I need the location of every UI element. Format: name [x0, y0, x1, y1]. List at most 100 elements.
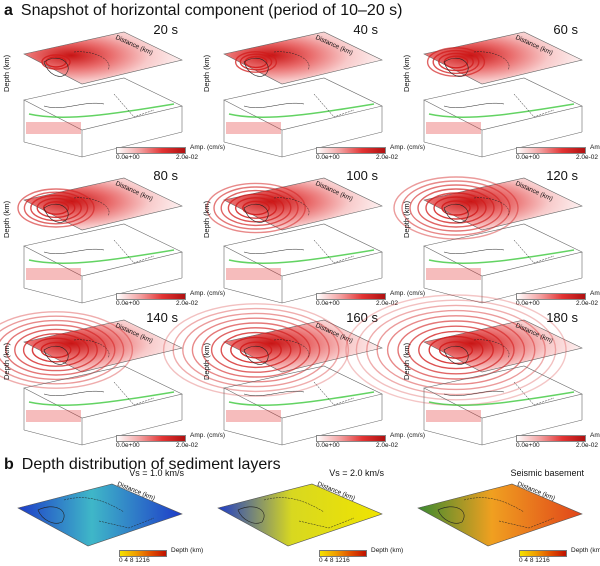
depth-axis-label: Depth (km) — [402, 200, 411, 238]
depth-axis-label: Depth (km) — [2, 200, 11, 238]
wavefront-ring — [407, 325, 505, 375]
snapshot-figure — [162, 303, 383, 446]
snapshot-time: 60 s — [553, 22, 578, 37]
depth-panel-title: Vs = 1.0 km/s — [129, 468, 184, 478]
heading-b: b Depth distribution of sediment layers — [4, 456, 281, 474]
wavefront-ring — [230, 336, 282, 364]
wavefront-ring — [244, 55, 268, 69]
amplitude-colorbar: Amp. (cm/s) 0.0e+00 2.0e-02 — [516, 144, 600, 161]
amplitude-colorbar-title: Amp. (cm/s) — [190, 432, 226, 439]
wavefront-ring — [23, 191, 89, 225]
depth-axis-label: Depth (km) — [402, 54, 411, 92]
depth-axis-label: Depth (km) — [2, 54, 11, 92]
depth-panel-title: Vs = 2.0 km/s — [329, 468, 384, 478]
amplitude-colorbar-title: Amp. (cm/s) — [390, 432, 426, 439]
wavefront-ring — [206, 182, 306, 234]
snapshot-panel-6: 120 s Distance (km) Depth (km) Amp. (cm/… — [393, 168, 600, 313]
depth-colorbar: Depth (km) 0 4 8 1216 — [319, 547, 403, 564]
amplitude-colorbar-min: 0.0e+00 — [516, 442, 540, 449]
wavefront-ring — [242, 200, 270, 216]
snapshot-panel-4: 80 s Distance (km) Depth (km) Amp. (cm/s… — [2, 168, 225, 313]
snapshot-time: 80 s — [153, 168, 178, 183]
amplitude-colorbar: Amp. (cm/s) 0.0e+00 2.0e-02 — [516, 290, 600, 307]
depth-axis-label: Depth (km) — [202, 200, 211, 238]
wavefront-ring — [428, 335, 484, 365]
amplitude-colorbar-scale — [116, 147, 186, 154]
amplitude-colorbar-scale — [116, 293, 186, 300]
wavefront-ring — [201, 322, 311, 378]
wavefront-ring — [14, 328, 98, 372]
snapshot-figure — [345, 294, 583, 446]
depth-colorbar: Depth (km) 0 4 8 1216 — [519, 547, 600, 564]
depth-colorbar-ticks: 0 4 8 1216 — [319, 557, 350, 564]
heading-b-letter: b — [4, 456, 14, 473]
amplitude-colorbar-scale — [316, 435, 386, 442]
wavefront-ring — [191, 317, 321, 383]
amplitude-colorbar-title: Amp. (cm/s) — [590, 432, 600, 439]
snapshot-figure — [206, 177, 383, 304]
depth-colorbar-scale — [319, 550, 367, 557]
depth-panel-title: Seismic basement — [510, 468, 584, 478]
snapshot-figure — [393, 176, 583, 304]
depth-axis-label: Depth (km) — [402, 342, 411, 380]
snapshot-panel-9: 180 s Distance (km) Depth (km) Amp. (cm/… — [345, 294, 600, 455]
wavefront-ring — [30, 194, 82, 222]
depth-colorbar-scale — [519, 550, 567, 557]
snapshot-figure — [17, 177, 183, 304]
wavefront-ring — [366, 304, 546, 396]
wavefront-ring — [41, 54, 71, 70]
wavefront-ring — [355, 299, 557, 401]
snapshot-panel-1: 20 s Distance (km) Depth (km) Amp. (cm/s… — [2, 22, 225, 167]
snapshot-panel-7: 140 s Distance (km) Depth (km) Amp. (cm/… — [0, 310, 225, 455]
amplitude-colorbar: Amp. (cm/s) 0.0e+00 2.0e-02 — [316, 432, 425, 449]
wavefront-ring — [0, 311, 134, 389]
amplitude-colorbar-min: 0.0e+00 — [316, 442, 340, 449]
depth-figure — [17, 483, 183, 547]
snapshot-figure — [423, 31, 583, 158]
snapshot-time: 180 s — [546, 310, 578, 325]
amplitude-colorbar-max: 2.0e-02 — [375, 442, 398, 449]
snapshot-time: 40 s — [353, 22, 378, 37]
snapshot-panel-2: 40 s Distance (km) Depth (km) Amp. (cm/s… — [202, 22, 425, 167]
amplitude-colorbar-scale — [316, 147, 386, 154]
amplitude-colorbar-max: 2.0e-02 — [175, 154, 198, 161]
amplitude-colorbar-min: 0.0e+00 — [116, 300, 140, 307]
amplitude-colorbar-max: 2.0e-02 — [575, 442, 598, 449]
amplitude-colorbar: Amp. (cm/s) 0.0e+00 2.0e-02 — [116, 144, 225, 161]
amplitude-colorbar-min: 0.0e+00 — [316, 154, 340, 161]
wavefront-ring — [0, 315, 125, 385]
amplitude-colorbar-max: 2.0e-02 — [575, 154, 598, 161]
amplitude-colorbar: Amp. (cm/s) 0.0e+00 2.0e-02 — [116, 290, 225, 307]
wavefront-ring — [213, 186, 299, 230]
wavefront-ring — [239, 53, 273, 71]
snapshot-time: 100 s — [346, 168, 378, 183]
wavefront-ring — [22, 333, 90, 367]
snapshot-figure — [0, 311, 183, 446]
amplitude-colorbar-title: Amp. (cm/s) — [190, 290, 226, 297]
amplitude-colorbar-title: Amp. (cm/s) — [390, 144, 426, 151]
wavefront-ring — [425, 192, 487, 224]
amplitude-colorbar-min: 0.0e+00 — [516, 300, 540, 307]
wavefront-ring — [0, 319, 116, 381]
depth-colorbar-title: Depth (km) — [371, 547, 404, 554]
amplitude-colorbar-scale — [516, 435, 586, 442]
wavefront-ring — [418, 330, 494, 370]
depth-colorbar-title: Depth (km) — [571, 547, 600, 554]
amplitude-colorbar-title: Amp. (cm/s) — [190, 144, 226, 151]
snapshot-panel-8: 160 s Distance (km) Depth (km) Amp. (cm/… — [162, 303, 425, 455]
wavefront-ring — [438, 341, 474, 359]
wavefront-ring — [441, 200, 471, 216]
amplitude-colorbar: Amp. (cm/s) 0.0e+00 2.0e-02 — [116, 432, 225, 449]
snapshot-panel-5: 100 s Distance (km) Depth (km) Amp. (cm/… — [202, 168, 425, 313]
snapshot-time: 140 s — [146, 310, 178, 325]
heading-a-text: Snapshot of horizontal component (period… — [20, 2, 403, 19]
amplitude-colorbar-scale — [516, 147, 586, 154]
depth-colorbar-title: Depth (km) — [171, 547, 204, 554]
depth-panel-3: Seismic basement Distance (km) Depth (km… — [404, 466, 600, 566]
amplitude-colorbar: Amp. (cm/s) 0.0e+00 2.0e-02 — [516, 432, 600, 449]
amplitude-colorbar-min: 0.0e+00 — [316, 300, 340, 307]
wavefront-ring — [172, 307, 340, 393]
wavefront-ring — [162, 303, 350, 397]
amplitude-colorbar-scale — [116, 435, 186, 442]
depth-panel-1: Vs = 1.0 km/s Distance (km) Depth (km) 0… — [4, 466, 203, 566]
